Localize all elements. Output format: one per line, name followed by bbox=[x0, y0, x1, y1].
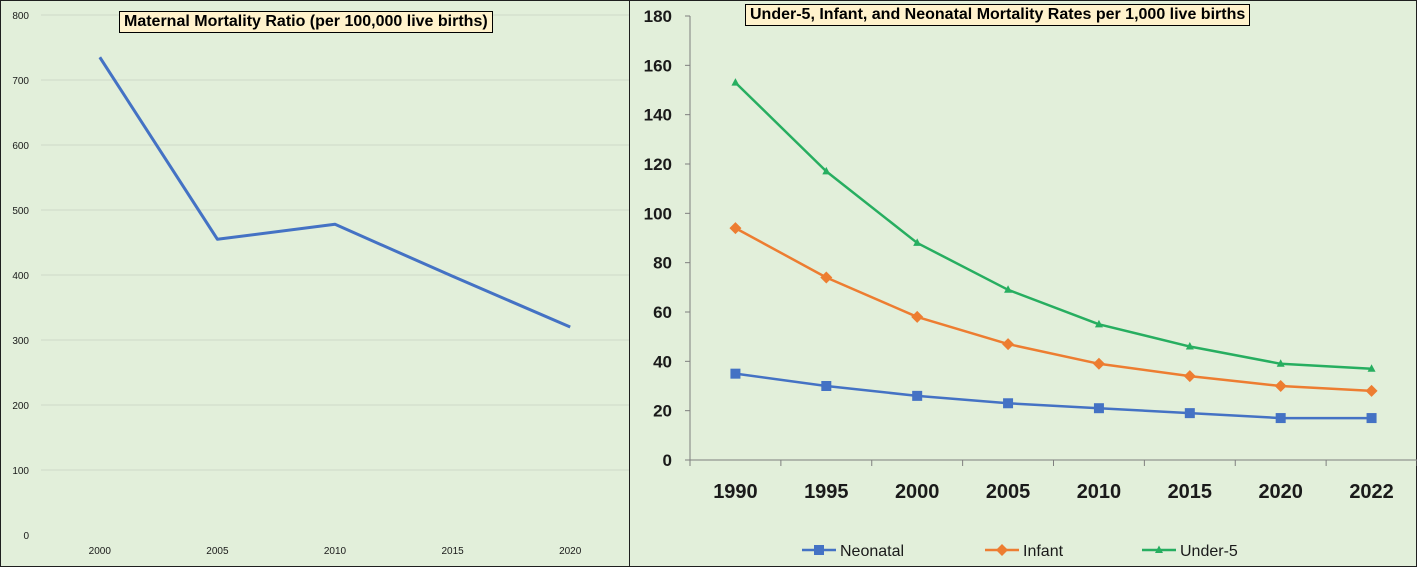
x-tick-label: 2015 bbox=[1168, 481, 1213, 503]
x-tick-label: 2015 bbox=[441, 546, 464, 557]
y-tick-label: 80 bbox=[653, 254, 672, 273]
series-line-under-5 bbox=[735, 83, 1371, 369]
data-point-square bbox=[821, 381, 831, 391]
x-tick-label: 2000 bbox=[895, 481, 940, 503]
y-tick-label: 100 bbox=[644, 204, 672, 223]
data-point-diamond bbox=[996, 544, 1008, 556]
data-point-diamond bbox=[1002, 338, 1014, 350]
y-tick-label: 700 bbox=[12, 76, 29, 87]
legend-label-under-5: Under-5 bbox=[1180, 543, 1238, 560]
data-point-diamond bbox=[911, 311, 923, 323]
y-tick-label: 120 bbox=[644, 155, 672, 174]
y-tick-label: 140 bbox=[644, 106, 672, 125]
y-tick-label: 0 bbox=[663, 451, 672, 470]
x-tick-label: 2005 bbox=[206, 546, 229, 557]
data-point-diamond bbox=[729, 222, 741, 234]
y-tick-label: 20 bbox=[653, 402, 672, 421]
y-tick-label: 300 bbox=[12, 336, 29, 347]
series-line-infant bbox=[735, 228, 1371, 391]
x-tick-label: 2010 bbox=[324, 546, 347, 557]
legend-label-neonatal: Neonatal bbox=[840, 543, 904, 560]
series-line-neonatal bbox=[735, 374, 1371, 418]
data-point-square bbox=[1276, 413, 1286, 423]
maternal-mortality-plot: 0 100 200 300 400 500 600 700 800 2000 2005 2010 201… bbox=[1, 1, 631, 568]
series-line bbox=[100, 57, 570, 327]
x-tick-label: 2010 bbox=[1077, 481, 1122, 503]
y-tick-label: 0 bbox=[23, 531, 29, 542]
data-point-square bbox=[1003, 398, 1013, 408]
data-point-square bbox=[912, 391, 922, 401]
x-tick-label: 2022 bbox=[1349, 481, 1394, 503]
data-point-diamond bbox=[1366, 385, 1378, 397]
data-point-square bbox=[1185, 408, 1195, 418]
data-point-square bbox=[814, 545, 824, 555]
maternal-mortality-chart: 0 100 200 300 400 500 600 700 800 2000 2005 2010 201… bbox=[0, 0, 630, 567]
y-tick-label: 500 bbox=[12, 206, 29, 217]
y-tick-label: 40 bbox=[653, 352, 672, 371]
x-tick-label: 1990 bbox=[713, 481, 758, 503]
data-point-diamond bbox=[1275, 380, 1287, 392]
x-tick-label: 2020 bbox=[1258, 481, 1303, 503]
x-tick-label: 2005 bbox=[986, 481, 1031, 503]
x-tick-label: 1995 bbox=[804, 481, 849, 503]
data-point-diamond bbox=[1093, 358, 1105, 370]
child-chart-title: Under-5, Infant, and Neonatal Mortality … bbox=[745, 4, 1250, 26]
data-point-square bbox=[730, 369, 740, 379]
child-mortality-plot: 0 20 40 60 80 100 120 140 160 180 1990 1995 2000 2005… bbox=[630, 1, 1417, 568]
data-point-diamond bbox=[820, 271, 832, 283]
data-point-diamond bbox=[1184, 370, 1196, 382]
y-tick-label: 600 bbox=[12, 141, 29, 152]
y-tick-label: 60 bbox=[653, 303, 672, 322]
y-tick-label: 800 bbox=[12, 11, 29, 22]
x-tick-label: 2020 bbox=[559, 546, 582, 557]
legend-label-infant: Infant bbox=[1023, 543, 1064, 560]
y-tick-label: 160 bbox=[644, 56, 672, 75]
y-tick-label: 200 bbox=[12, 401, 29, 412]
x-tick-label: 2000 bbox=[89, 546, 112, 557]
y-tick-label: 100 bbox=[12, 466, 29, 477]
data-point-square bbox=[1367, 413, 1377, 423]
y-tick-label: 400 bbox=[12, 271, 29, 282]
maternal-chart-title: Maternal Mortality Ratio (per 100,000 li… bbox=[119, 11, 493, 33]
data-point-square bbox=[1094, 403, 1104, 413]
child-mortality-chart: 0 20 40 60 80 100 120 140 160 180 1990 1995 2000 2005… bbox=[629, 0, 1417, 567]
data-point-triangle bbox=[731, 78, 739, 86]
y-tick-label: 180 bbox=[644, 7, 672, 26]
